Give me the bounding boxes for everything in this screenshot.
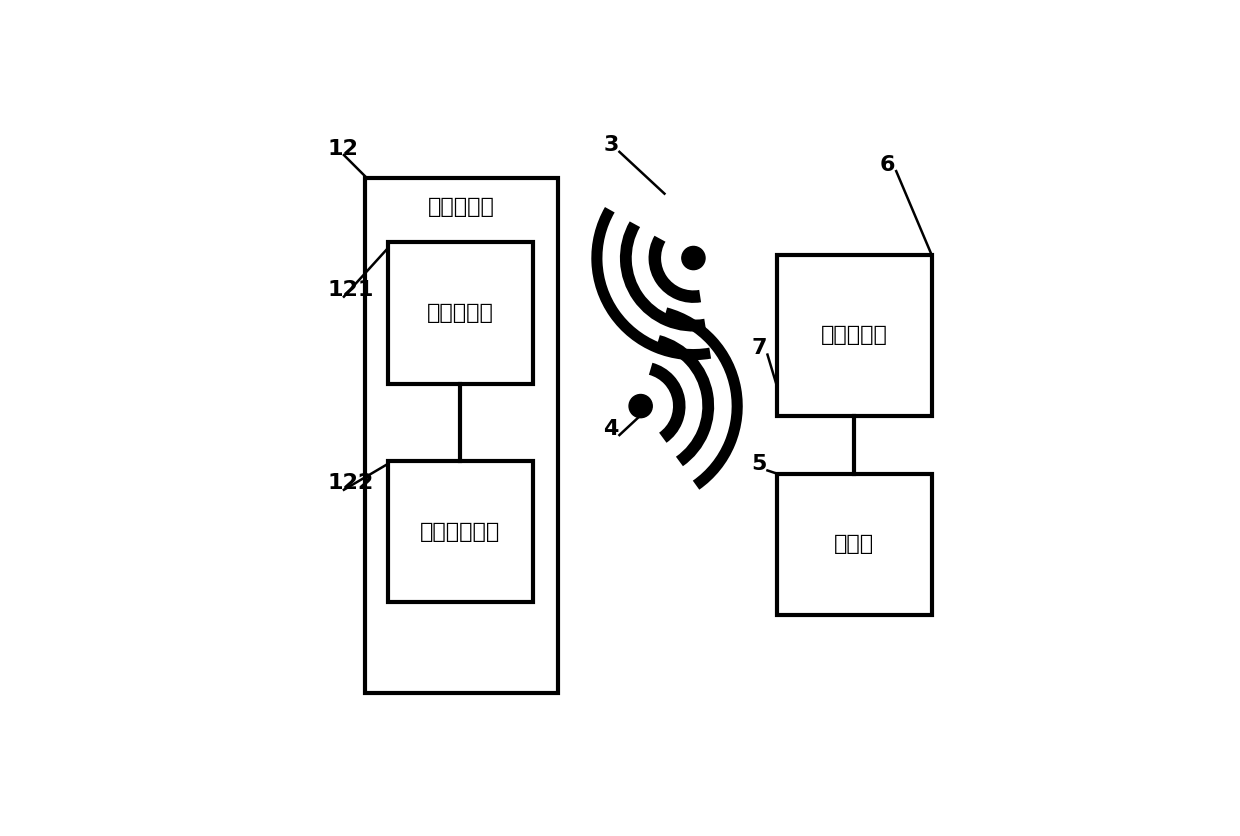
Text: 3: 3 bbox=[604, 135, 619, 155]
Text: 122: 122 bbox=[327, 473, 374, 493]
Bar bbox=[777, 474, 931, 615]
Text: 声表面波器件: 声表面波器件 bbox=[420, 522, 500, 542]
Bar bbox=[365, 177, 558, 692]
Text: 阅读器: 阅读器 bbox=[835, 534, 874, 554]
Text: 12: 12 bbox=[327, 139, 358, 159]
Text: 阅读器天线: 阅读器天线 bbox=[821, 325, 888, 345]
Text: 121: 121 bbox=[327, 280, 374, 300]
Bar bbox=[777, 255, 931, 415]
Text: 7: 7 bbox=[751, 338, 766, 358]
Bar bbox=[388, 461, 532, 603]
Circle shape bbox=[629, 395, 652, 418]
Text: 4: 4 bbox=[604, 419, 619, 439]
Text: 无源传感器: 无源传感器 bbox=[428, 196, 495, 217]
Circle shape bbox=[682, 247, 706, 270]
Text: 传感器天线: 传感器天线 bbox=[427, 303, 494, 323]
Bar bbox=[388, 242, 532, 384]
Text: 6: 6 bbox=[880, 155, 895, 175]
Text: 5: 5 bbox=[751, 454, 766, 474]
